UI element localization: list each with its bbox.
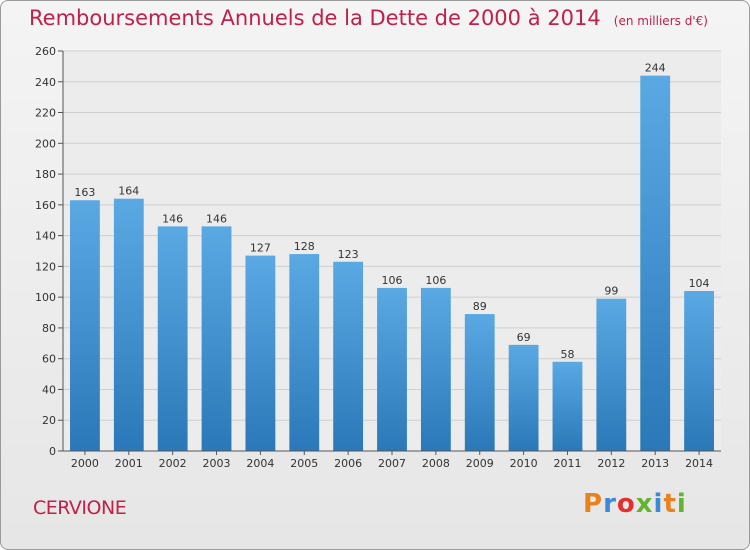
- x-tick-label: 2005: [290, 457, 318, 470]
- y-tick-label: 0: [49, 445, 56, 458]
- data-label-2005: 128: [294, 240, 315, 253]
- x-tick-label: 2009: [466, 457, 494, 470]
- bar-2007: [377, 287, 407, 451]
- bar-2006: [333, 261, 364, 451]
- x-tick-label: 2010: [510, 457, 538, 470]
- x-tick-label: 2001: [115, 457, 143, 470]
- y-tick-label: 80: [42, 322, 56, 335]
- logo-letter: i: [676, 489, 687, 519]
- data-label-2006: 123: [338, 248, 359, 261]
- chart-subtitle: (en milliers d'€): [613, 14, 708, 28]
- data-label-2002: 146: [162, 212, 183, 225]
- chart-title: Remboursements Annuels de la Dette de 20…: [29, 6, 601, 30]
- bar-2003: [201, 226, 232, 451]
- x-tick-label: 2007: [378, 457, 406, 470]
- y-tick-label: 20: [42, 414, 56, 427]
- y-tick-label: 60: [42, 353, 56, 366]
- bar-2010: [508, 344, 539, 451]
- data-label-2008: 106: [425, 274, 446, 287]
- bar-2000: [70, 200, 100, 451]
- data-label-2011: 58: [560, 348, 574, 361]
- x-tick-label: 2002: [159, 457, 187, 470]
- chart-title-row: Remboursements Annuels de la Dette de 20…: [29, 6, 708, 30]
- data-label-2001: 164: [118, 185, 139, 198]
- y-axis: 0 20 40 60 80 100 120 140 160 180 200 220 240 260: [35, 45, 63, 458]
- logo-letter: r: [603, 489, 617, 519]
- data-label-2003: 146: [206, 212, 227, 225]
- x-tick-label: 2014: [685, 457, 713, 470]
- y-tick-label: 140: [35, 230, 56, 243]
- x-tick-label: 2008: [422, 457, 450, 470]
- y-tick-label: 240: [35, 76, 56, 89]
- proxiti-logo: Proxiti: [583, 489, 687, 519]
- x-tick-label: 2012: [597, 457, 625, 470]
- x-tick-label: 2006: [334, 457, 362, 470]
- y-tick-label: 100: [35, 291, 56, 304]
- y-tick-label: 220: [35, 107, 56, 120]
- bar-2001: [113, 198, 144, 451]
- y-tick-label: 160: [35, 199, 56, 212]
- data-label-2009: 89: [473, 300, 487, 313]
- y-tick-label: 200: [35, 137, 56, 150]
- bar-2008: [420, 287, 451, 451]
- x-tick-label: 2011: [553, 457, 581, 470]
- data-label-2004: 127: [250, 242, 271, 255]
- data-label-2014: 104: [689, 277, 710, 290]
- bar-2014: [684, 291, 714, 451]
- data-label-2007: 106: [382, 274, 403, 287]
- x-tick-label: 2003: [203, 457, 231, 470]
- y-tick-label: 260: [35, 45, 56, 58]
- bar-2009: [464, 314, 495, 451]
- y-tick-label: 180: [35, 168, 56, 181]
- data-label-2000: 163: [74, 186, 95, 199]
- bars: 163 164 146 146 127 128 123 106 106 89 69 58 99 244 10…: [70, 62, 714, 451]
- data-label-2012: 99: [604, 285, 618, 298]
- logo-letter: x: [635, 489, 654, 519]
- logo-letter: o: [616, 489, 636, 519]
- bar-2012: [596, 298, 627, 451]
- logo-letter: i: [653, 489, 664, 519]
- bar-2013: [640, 75, 671, 451]
- bar-2005: [289, 254, 320, 451]
- bar-2002: [157, 226, 188, 451]
- y-tick-label: 40: [42, 383, 56, 396]
- bar-2004: [245, 255, 276, 451]
- logo-letter: t: [663, 489, 677, 519]
- x-tick-label: 2004: [246, 457, 274, 470]
- x-tick-label: 2000: [71, 457, 99, 470]
- logo-letter: P: [583, 489, 604, 519]
- x-axis: 2000 2001 2002 2003 2004 2005 2006 2007 2008 2009…: [71, 451, 713, 470]
- bar-2011: [552, 361, 583, 451]
- city-name: CERVIONE: [33, 497, 127, 519]
- data-label-2010: 69: [517, 331, 531, 344]
- data-label-2013: 244: [645, 62, 666, 75]
- x-tick-label: 2013: [641, 457, 669, 470]
- y-tick-label: 120: [35, 260, 56, 273]
